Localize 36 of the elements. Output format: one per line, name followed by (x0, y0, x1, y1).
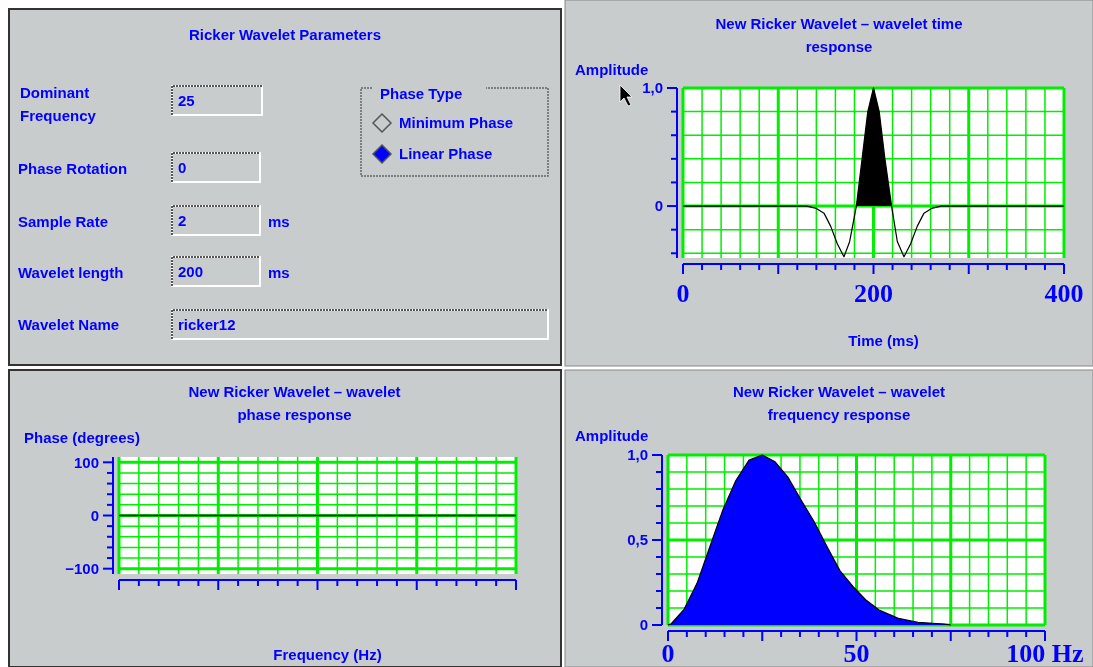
text: Wavelet Name (18, 316, 120, 333)
y-tick-label: 100 (73, 453, 99, 471)
y-tick-label: 1,0 (642, 79, 663, 97)
chart-title: New Ricker Wavelet – wavelet phase response (188, 383, 401, 423)
text: Phase Rotation (18, 160, 128, 177)
x-axis-title: Time (ms) (848, 332, 919, 349)
x-tick-label: 200 (854, 279, 893, 308)
text: Dominant Frequency (20, 84, 97, 124)
y-axis-title: Amplitude (575, 427, 649, 444)
text: Sample Rate (18, 213, 109, 230)
text: Wavelet length (18, 264, 124, 281)
text: 2 (178, 211, 187, 229)
x-tick-label: 50 (843, 639, 870, 667)
text: 25 (178, 91, 195, 109)
text: Minimum Phase (399, 114, 514, 132)
y-tick-label: 0 (90, 506, 99, 524)
y-axis-title: Amplitude (575, 61, 649, 78)
text: Phase Type (380, 85, 463, 103)
x-tick-label: 100 Hz (1006, 639, 1084, 667)
x-tick-label: 400 (1044, 279, 1084, 308)
text: 0 (178, 158, 187, 176)
x-tick-label: 0 (676, 279, 690, 308)
text: ms (268, 264, 290, 281)
chart-title: New Ricker Wavelet – wavelet frequency response (732, 383, 946, 423)
y-tick-label: −100 (65, 559, 99, 577)
chart-title: New Ricker Wavelet – wavelet time response (715, 15, 963, 55)
text: Ricker Wavelet Parameters (188, 26, 382, 43)
text: ms (268, 213, 290, 230)
y-tick-label: 1,0 (627, 446, 648, 464)
y-axis-title: Phase (degrees) (24, 429, 140, 446)
text: 200 (178, 262, 204, 280)
x-axis-title: Frequency (Hz) (273, 646, 382, 663)
y-tick-label: 0,5 (627, 531, 648, 549)
text: Linear Phase (399, 145, 493, 163)
y-tick-label: 0 (639, 616, 648, 634)
text: ricker12 (178, 315, 236, 333)
